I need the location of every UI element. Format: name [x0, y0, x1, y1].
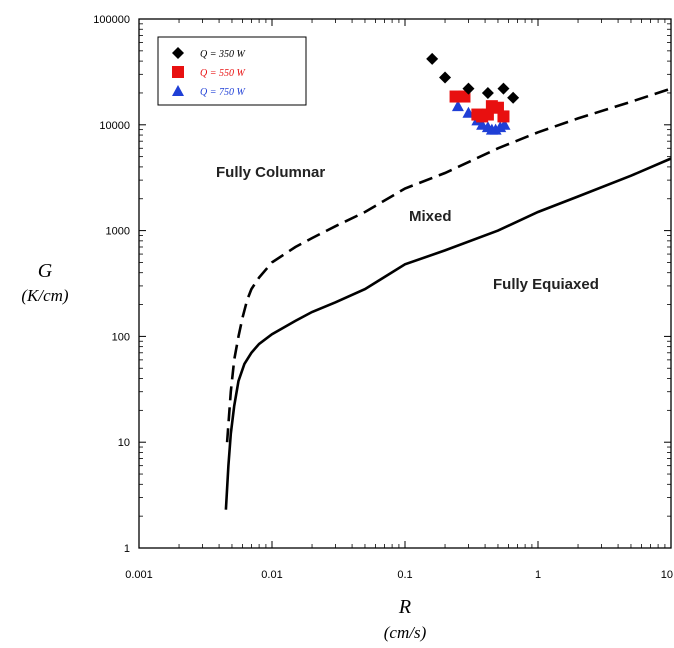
y-tick-label: 10 [118, 437, 130, 449]
legend-marker-triangle [172, 85, 184, 96]
data-point-square [497, 110, 510, 123]
legend-entry-label: Q = 750 W [200, 87, 246, 98]
legend-entry-label: Q = 350 W [200, 49, 246, 60]
legend-marker-diamond [172, 47, 184, 59]
x-tick-label: 1 [535, 569, 541, 581]
data-point-diamond [462, 82, 475, 95]
data-point-diamond [507, 91, 520, 104]
region-label-mixed: Mixed [409, 208, 452, 225]
y-tick-label: 1 [124, 543, 130, 555]
tick-labels: 0.001 0.01 0.1 1 10 1 10 100 1000 10000 100000 [93, 14, 673, 581]
x-axis-label: R [398, 596, 411, 618]
x-tick-label: 10 [661, 569, 673, 581]
x-tick-label: 0.001 [125, 569, 153, 581]
y-tick-label: 10000 [99, 120, 130, 132]
boundary-curves [224, 87, 672, 510]
region-label-fully-equiaxed: Fully Equiaxed [493, 276, 599, 293]
data-point-diamond [439, 71, 452, 84]
region-label-fully-columnar: Fully Columnar [216, 164, 325, 181]
axis-ticks [138, 18, 672, 549]
x-axis-unit: (cm/s) [384, 623, 427, 642]
y-tick-label: 1000 [106, 226, 130, 238]
x-tick-label: 0.1 [397, 569, 412, 581]
legend: Q = 350 W Q = 550 W Q = 750 W [157, 36, 307, 106]
y-axis-label: G [38, 260, 53, 282]
data-point-diamond [426, 52, 439, 65]
x-tick-label: 0.01 [261, 569, 282, 581]
data-point-triangle [451, 100, 464, 112]
data-point-triangle [498, 118, 511, 130]
y-tick-label: 100 [112, 331, 130, 343]
dashed-boundary-curve [225, 87, 672, 443]
legend-marker-square [172, 66, 184, 78]
data-point-diamond [497, 82, 510, 95]
y-tick-label: 100000 [93, 14, 130, 26]
y-axis-unit: (K/cm) [21, 286, 69, 305]
data-point-diamond [481, 86, 494, 99]
data-points [426, 52, 520, 135]
legend-entry-label: Q = 550 W [200, 68, 246, 79]
solid-boundary-curve [224, 157, 672, 510]
